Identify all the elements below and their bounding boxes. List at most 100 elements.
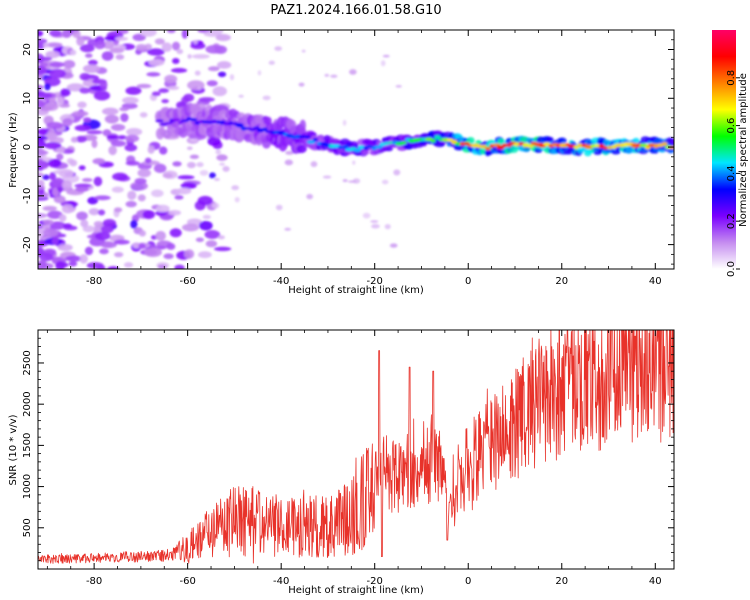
noise-blob: [85, 53, 93, 58]
ridge-core: [577, 143, 584, 148]
spectrogram-x-ticks: -80 -60 -40 -20 0 20 40: [46, 30, 662, 287]
noise-blob: [172, 41, 181, 51]
noise-blob: [322, 175, 332, 179]
ridge-core: [353, 148, 362, 152]
noise-blob: [151, 189, 164, 198]
spectrogram-y-ticks: -20 -10 0 10 20: [22, 29, 674, 265]
noise-blob: [352, 160, 356, 165]
noise-blob: [102, 40, 115, 50]
noise-blob: [381, 179, 389, 185]
ridge-halo: [624, 147, 633, 154]
noise-blob: [40, 62, 49, 67]
noise-blob: [62, 118, 73, 127]
noise-blob: [93, 176, 103, 187]
noise-blob: [195, 237, 205, 243]
noise-blob: [83, 117, 92, 123]
noise-blob: [38, 99, 45, 108]
noise-blob: [177, 175, 195, 180]
noise-blob: [47, 210, 63, 219]
ridge-core: [163, 121, 173, 125]
noise-blob: [76, 36, 85, 46]
noise-blob: [86, 130, 103, 135]
noise-blob: [56, 96, 64, 106]
noise-blob: [45, 131, 58, 141]
noise-blob: [38, 213, 48, 219]
snr-x-tick-label: -20: [367, 576, 383, 587]
noise-blob: [174, 264, 185, 269]
noise-blob: [60, 88, 71, 97]
noise-blob: [257, 70, 262, 76]
ridge-core: [340, 145, 349, 149]
noise-blob: [79, 44, 95, 53]
noise-blob: [169, 228, 182, 238]
ridge-core: [303, 135, 311, 139]
noise-blob: [93, 90, 111, 101]
noise-blob: [153, 163, 167, 174]
noise-blob: [137, 194, 146, 202]
noise-blob: [38, 30, 44, 37]
spectrogram-y-axis-label: Frequency (Hz): [8, 112, 19, 188]
noise-blob: [362, 212, 371, 219]
figure-title: PAZ1.2024.166.01.58.G10: [270, 3, 441, 18]
noise-blob: [123, 262, 134, 268]
snr-frame: [37, 329, 675, 570]
snr-y-tick-label: 2500: [22, 350, 33, 375]
noise-blob: [122, 96, 139, 104]
noise-blob: [56, 147, 65, 153]
colorbar-tick-label: 0.6: [726, 118, 737, 134]
ridge-core: [189, 117, 198, 122]
noise-blob: [82, 177, 93, 182]
spectrogram-x-tick-label: 20: [555, 276, 568, 287]
ridge-core: [459, 142, 466, 146]
ridge-halo: [654, 138, 665, 144]
noise-blob: [88, 59, 98, 66]
noise-blob: [310, 161, 318, 168]
noise-blob: [284, 227, 292, 231]
noise-blob: [207, 66, 220, 72]
noise-blob: [389, 243, 398, 248]
noise-blob: [159, 146, 168, 155]
noise-blob: [170, 68, 188, 73]
noise-blob: [56, 153, 64, 161]
noise-blob: [113, 252, 124, 258]
noise-blob: [395, 85, 402, 88]
spectrogram-panel: -80 -60 -40 -20 0 20 40 -20 -10 0 10 20 Height of …: [8, 29, 675, 296]
noise-blob: [216, 154, 228, 161]
noise-blob: [92, 158, 106, 165]
noise-blob: [49, 61, 65, 68]
noise-blob: [156, 204, 170, 213]
noise-blob: [119, 107, 129, 112]
ridge-core: [501, 143, 508, 148]
noise-blob: [205, 240, 218, 248]
noise-blob: [213, 177, 220, 181]
noise-blob: [215, 34, 231, 42]
noise-blob: [69, 49, 77, 56]
ridge-halo: [632, 137, 640, 143]
noise-blob: [135, 43, 148, 51]
noise-blob: [47, 158, 62, 168]
noise-blob: [216, 61, 232, 69]
noise-blob: [113, 239, 130, 245]
ridge-core: [155, 119, 164, 123]
snr-x-ticks: -80 -60 -40 -20 0 20 40: [46, 330, 662, 587]
ridge-core: [661, 142, 668, 146]
noise-blob: [108, 145, 117, 156]
noise-blob: [112, 172, 128, 181]
noise-blob: [384, 223, 391, 230]
noise-blob: [275, 204, 283, 211]
noise-blob: [382, 54, 390, 58]
spectrogram-x-axis-label: Height of straight line (km): [288, 285, 424, 296]
noise-blob: [166, 243, 176, 250]
ridge-core: [480, 144, 487, 149]
noise-blob: [42, 219, 54, 226]
noise-blob: [212, 86, 227, 97]
noise-blob: [162, 173, 173, 179]
noise-blob: [130, 181, 148, 191]
colorbar-tick-label: 0.2: [726, 213, 737, 229]
colorbar-tick-label: 0.4: [726, 165, 737, 181]
noise-blob: [155, 230, 166, 241]
noise-blob: [82, 64, 100, 74]
noise-blob: [199, 169, 209, 176]
noise-blob: [39, 106, 53, 112]
noise-blob: [217, 71, 227, 78]
